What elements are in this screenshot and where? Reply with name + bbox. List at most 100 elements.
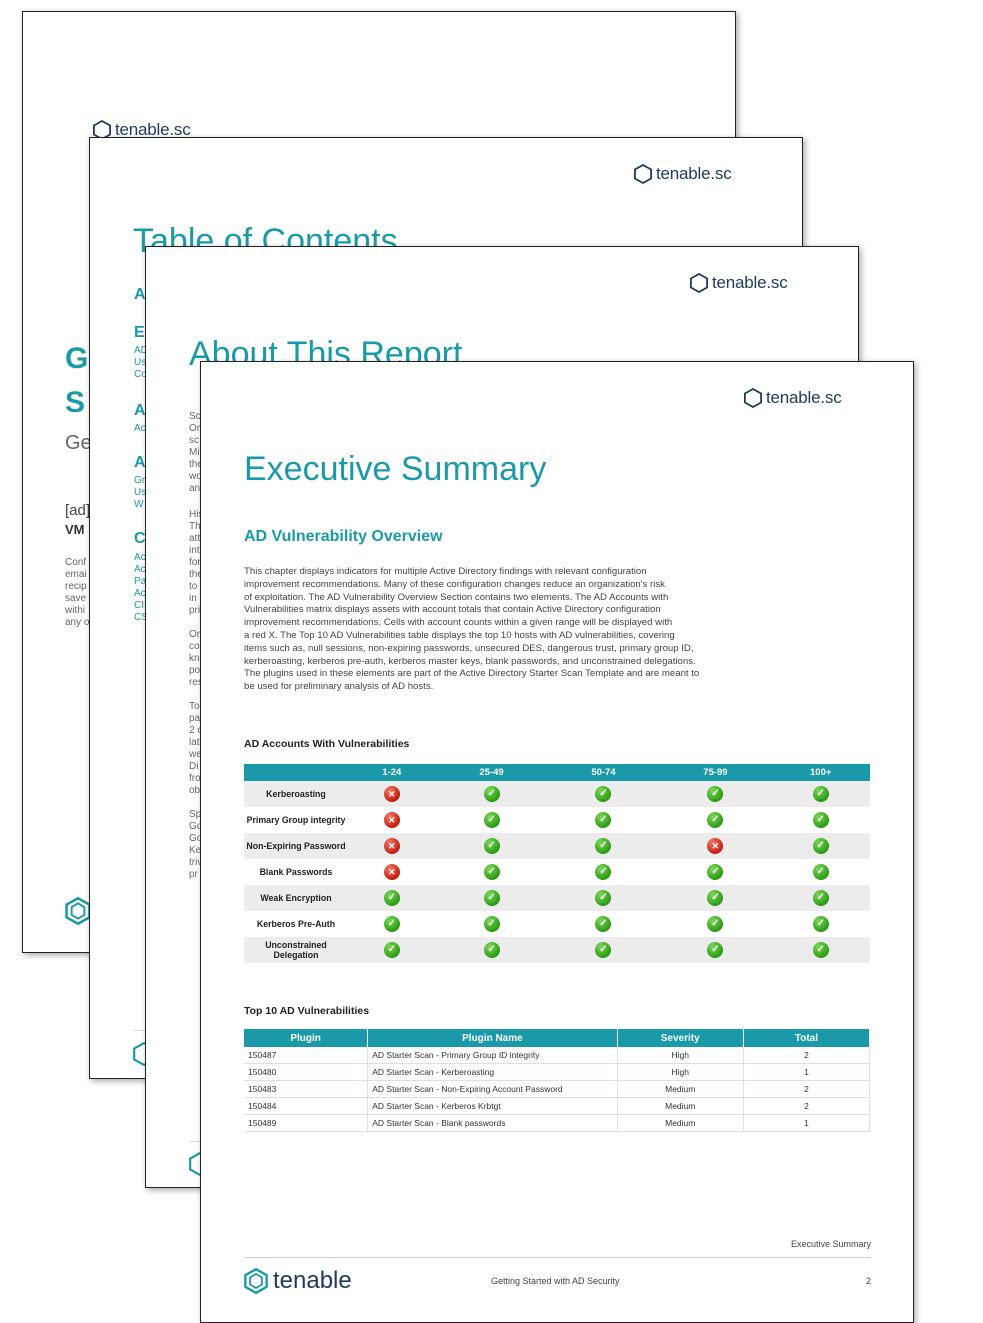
text-fragment: Sc (189, 411, 201, 422)
about-body-fragment: Sc Or sc Mi the wo an (189, 411, 203, 495)
text-fragment: emai (65, 569, 87, 580)
toc-entry: W (134, 499, 144, 510)
intro-line: improvement recommendations. Many of the… (244, 578, 665, 590)
toc-heading-fragment: A (134, 402, 146, 419)
toc-entry: Gr (134, 475, 146, 486)
total-cell: 2 (743, 1080, 871, 1098)
text-fragment: pri (189, 605, 201, 616)
toc-heading-fragment: C (134, 530, 146, 547)
matrix-cell: ✓ (771, 937, 870, 963)
matrix-cell: ✕ (348, 859, 436, 885)
matrix-cell: ✓ (659, 807, 772, 833)
text-fragment: kn (189, 653, 200, 664)
matrix-cell: ✓ (435, 807, 548, 833)
green-check-icon: ✓ (812, 812, 829, 828)
total-cell: 1 (743, 1063, 871, 1081)
cover-vm-fragment: VM (65, 522, 85, 537)
green-check-icon: ✓ (812, 890, 829, 906)
green-check-icon: ✓ (707, 916, 724, 932)
matrix-cell: ✓ (348, 885, 436, 911)
toc-entry: Ac (134, 552, 146, 563)
tenable-sc-logo: tenable.sc (690, 273, 788, 293)
toc-entry: AD (134, 345, 148, 356)
matrix-cell: ✓ (771, 885, 870, 911)
matrix-header-cell: 75-99 (659, 764, 772, 781)
text-fragment: co (189, 641, 200, 652)
plugin-name-cell: AD Starter Scan - Blank passwords (367, 1114, 618, 1132)
text-fragment: the (189, 459, 203, 470)
top10-vulnerabilities-table: Plugin Plugin Name Severity Total 150487… (244, 1029, 871, 1132)
text-fragment: the (189, 569, 203, 580)
top10-header-row: Plugin Plugin Name Severity Total (244, 1029, 871, 1047)
matrix-cell: ✕ (348, 833, 436, 859)
green-check-icon: ✓ (383, 916, 400, 932)
matrix-cell: ✓ (771, 833, 870, 859)
matrix-body: Kerberoasting ✕ ✓ ✓ ✓ ✓ Primary Group integrit… (244, 781, 870, 963)
plugin-name-cell: AD Starter Scan - Kerberos Krbtgt (367, 1097, 618, 1115)
text-fragment: Go (189, 821, 203, 832)
text-fragment: int (189, 545, 200, 556)
matrix-row: Non-Expiring Password ✕ ✓ ✓ ✕ ✓ (244, 833, 870, 859)
plugin-name-cell: AD Starter Scan - Kerberoasting (367, 1063, 618, 1081)
text-fragment: po (189, 665, 201, 676)
table-row: 150480 AD Starter Scan - Kerberoasting Hig… (244, 1063, 871, 1081)
text-fragment: lat (189, 737, 200, 748)
intro-line: Vulnerabilities matrix displays assets w… (244, 604, 661, 616)
green-check-icon: ✓ (483, 812, 500, 828)
matrix-cell: ✓ (435, 911, 548, 937)
tenable-footer-logo: tenable (244, 1267, 352, 1295)
intro-paragraph: This chapter displays indicators for mul… (244, 566, 754, 694)
green-check-icon: ✓ (707, 812, 724, 828)
toc-heading-fragment: E (134, 324, 145, 341)
matrix-header-cell: 50-74 (547, 764, 660, 781)
matrix-header-cell: 1-24 (348, 764, 436, 781)
green-check-icon: ✓ (483, 786, 500, 802)
cover-body-fragment: Conf emai recip save withi any o (65, 557, 89, 629)
matrix-row-label: Kerberos Pre-Auth (244, 911, 348, 937)
green-check-icon: ✓ (707, 890, 724, 906)
text-fragment: Or (189, 629, 201, 640)
top10-body: 150487 AD Starter Scan - Primary Group ID… (244, 1047, 871, 1132)
text-fragment: save (65, 593, 87, 604)
matrix-cell: ✓ (659, 781, 772, 807)
matrix-row-label: Kerberoasting (244, 781, 348, 807)
plugin-id-cell: 150484 (244, 1097, 369, 1115)
green-check-icon: ✓ (595, 838, 612, 854)
severity-cell: Medium (617, 1114, 744, 1132)
matrix-cell: ✓ (435, 885, 548, 911)
toc-entries-fragment: AD Us Co (134, 345, 148, 381)
text-fragment: an (189, 483, 201, 494)
footer-section-name: Executive Summary (790, 1239, 871, 1249)
green-check-icon: ✓ (812, 916, 829, 932)
text-fragment: Di (189, 761, 199, 772)
toc-heading-fragment: A (134, 454, 146, 471)
logo-text: tenable.sc (766, 388, 842, 407)
top10-title: Top 10 AD Vulnerabilities (244, 1005, 370, 1017)
text-fragment: withi (65, 605, 86, 616)
text-fragment: ob (189, 785, 201, 796)
plugin-id-cell: 150483 (244, 1080, 369, 1098)
text-fragment: pr (189, 869, 198, 880)
about-body-fragment: Sp Go Go Ke triv pr (189, 809, 202, 881)
logo-text: tenable.sc (712, 273, 788, 292)
matrix-cell: ✓ (435, 859, 548, 885)
text-fragment: for (189, 557, 201, 568)
green-check-icon: ✓ (707, 942, 724, 958)
severity-cell: Medium (617, 1097, 744, 1115)
matrix-cell: ✓ (659, 937, 772, 963)
text-fragment: fro (189, 773, 201, 784)
matrix-row: Kerberos Pre-Auth ✓ ✓ ✓ ✓ ✓ (244, 911, 870, 937)
text-fragment: in (189, 593, 197, 604)
matrix-row: Blank Passwords ✕ ✓ ✓ ✓ ✓ (244, 859, 870, 885)
green-check-icon: ✓ (483, 942, 500, 958)
footer-page-number: 2 (865, 1276, 871, 1286)
matrix-cell: ✓ (348, 911, 436, 937)
about-body-fragment: His Th att int for the to in pri (189, 509, 203, 617)
toc-entry: CIS (134, 600, 151, 611)
accounts-vulnerability-matrix: 1-24 25-49 50-74 75-99 100+ Kerberoastin… (244, 764, 870, 963)
toc-entry: Co (134, 369, 147, 380)
hexagon-icon (690, 273, 708, 293)
text-fragment: triv (189, 857, 203, 868)
green-check-icon: ✓ (483, 838, 500, 854)
intro-line: items such as, null sessions, non-expiri… (244, 642, 694, 654)
